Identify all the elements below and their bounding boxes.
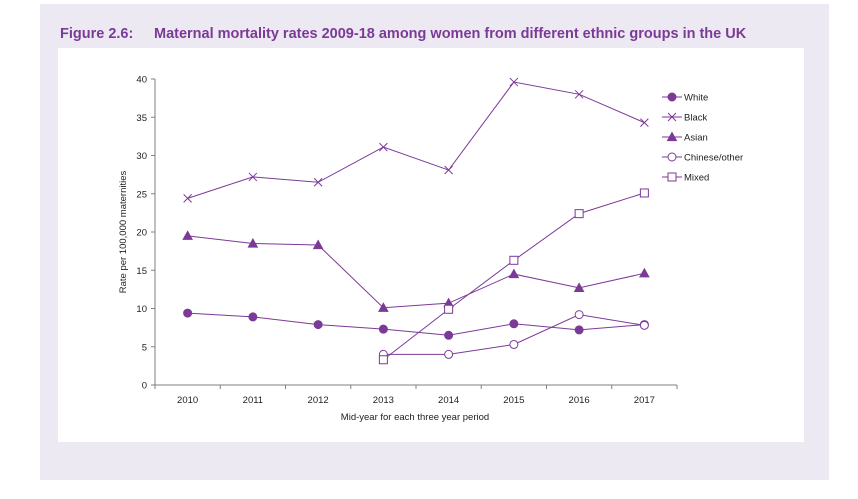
x-tick-label: 2017 bbox=[634, 395, 655, 406]
point-white bbox=[313, 320, 323, 330]
x-axis-label: Mid-year for each three year period bbox=[341, 412, 489, 423]
point-mixed bbox=[574, 209, 584, 219]
x-tick-label: 2011 bbox=[243, 395, 263, 406]
legend-marker-mixed bbox=[667, 172, 677, 182]
point-asian bbox=[247, 237, 259, 248]
y-axis-label: Rate per 100,000 maternities bbox=[118, 170, 129, 293]
point-white bbox=[378, 324, 388, 334]
series-asian bbox=[182, 230, 650, 312]
series-layer bbox=[182, 77, 650, 365]
legend-label: Mixed bbox=[684, 173, 709, 184]
legend-marker-asian bbox=[666, 131, 678, 142]
point-black bbox=[183, 193, 192, 203]
series-line-asian bbox=[187, 235, 645, 309]
legend-marker-white bbox=[667, 92, 677, 102]
series-line-black bbox=[187, 81, 645, 199]
point-asian bbox=[312, 239, 324, 250]
legend-marker-black bbox=[667, 112, 677, 122]
point-chinese-other bbox=[574, 310, 584, 320]
y-tick-label: 15 bbox=[136, 266, 147, 277]
legend-label: Chinese/other bbox=[684, 153, 743, 164]
y-tick-label: 0 bbox=[142, 381, 147, 392]
legend: White Black Asian Chinese/other Mixed bbox=[662, 92, 743, 184]
x-tick-label: 2014 bbox=[438, 395, 459, 406]
point-black bbox=[444, 165, 453, 175]
axes: 0 5 10 15 20 25 30 35 40 2010 2011 2012 2013 2014 2015… bbox=[136, 75, 678, 406]
point-mixed bbox=[509, 255, 519, 265]
chart-panel bbox=[58, 48, 804, 442]
legend-item-black: Black bbox=[662, 113, 707, 124]
figure-number: Figure 2.6: bbox=[60, 26, 134, 42]
y-tick-label: 10 bbox=[136, 304, 147, 315]
series-black bbox=[183, 77, 649, 203]
x-tick-label: 2010 bbox=[177, 395, 198, 406]
figure-title-text: Maternal mortality rates 2009-18 among w… bbox=[154, 26, 747, 42]
point-chinese-other bbox=[509, 339, 519, 349]
y-tick-label: 20 bbox=[136, 228, 147, 239]
legend-marker-chinese-other bbox=[667, 152, 677, 162]
legend-label: Black bbox=[684, 113, 707, 124]
point-black bbox=[640, 118, 649, 127]
series-mixed bbox=[378, 188, 649, 365]
y-tick-label: 25 bbox=[136, 189, 147, 200]
x-tick-label: 2015 bbox=[503, 395, 524, 406]
legend-item-white: White bbox=[662, 92, 708, 104]
point-asian bbox=[378, 302, 389, 312]
x-tick-label: 2013 bbox=[373, 395, 394, 406]
point-asian bbox=[182, 230, 193, 240]
point-black bbox=[248, 172, 258, 182]
y-tick-label: 35 bbox=[136, 113, 147, 124]
point-black bbox=[379, 142, 388, 152]
point-white bbox=[574, 325, 584, 335]
series-line-white bbox=[187, 312, 645, 336]
point-asian bbox=[639, 267, 650, 278]
legend-label: White bbox=[684, 93, 708, 104]
point-chinese-other bbox=[639, 320, 649, 330]
point-white bbox=[183, 308, 193, 318]
x-tick-label: 2016 bbox=[569, 395, 590, 406]
legend-item-chinese-other: Chinese/other bbox=[662, 152, 743, 164]
series-chinese-other bbox=[378, 310, 649, 359]
point-white bbox=[248, 312, 258, 322]
point-black bbox=[509, 77, 519, 87]
legend-label: Asian bbox=[684, 133, 708, 144]
legend-item-asian: Asian bbox=[662, 131, 708, 144]
point-asian bbox=[573, 282, 585, 292]
point-white bbox=[444, 330, 454, 340]
x-tick-label: 2012 bbox=[308, 395, 329, 406]
point-chinese-other bbox=[444, 349, 454, 359]
legend-item-mixed: Mixed bbox=[662, 172, 709, 184]
point-mixed bbox=[639, 188, 649, 198]
point-mixed bbox=[378, 355, 388, 365]
point-black bbox=[313, 177, 323, 187]
point-asian bbox=[508, 268, 520, 279]
y-tick-label: 30 bbox=[136, 151, 147, 162]
figure-title: Figure 2.6: Maternal mortality rates 2009… bbox=[60, 26, 746, 42]
series-white bbox=[183, 308, 649, 340]
point-mixed bbox=[444, 304, 454, 314]
point-black bbox=[574, 89, 584, 99]
y-tick-label: 40 bbox=[136, 75, 147, 86]
y-tick-label: 5 bbox=[142, 342, 147, 353]
point-white bbox=[509, 319, 519, 329]
